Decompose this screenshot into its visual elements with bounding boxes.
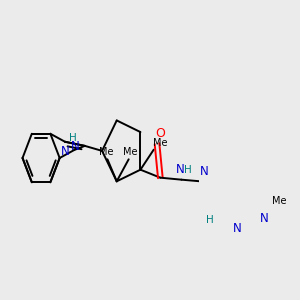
Text: N: N xyxy=(176,163,184,176)
Text: H: H xyxy=(206,215,214,225)
Text: O: O xyxy=(155,127,165,140)
Text: N: N xyxy=(260,212,268,225)
Text: N: N xyxy=(70,140,79,154)
Text: N: N xyxy=(200,165,209,178)
Text: N: N xyxy=(61,145,70,158)
Text: N: N xyxy=(232,222,242,235)
Text: Me: Me xyxy=(272,196,286,206)
Text: H: H xyxy=(69,133,77,143)
Text: Me: Me xyxy=(123,147,137,157)
Text: H: H xyxy=(184,165,192,175)
Text: Me: Me xyxy=(153,138,168,148)
Text: Me: Me xyxy=(99,147,113,157)
